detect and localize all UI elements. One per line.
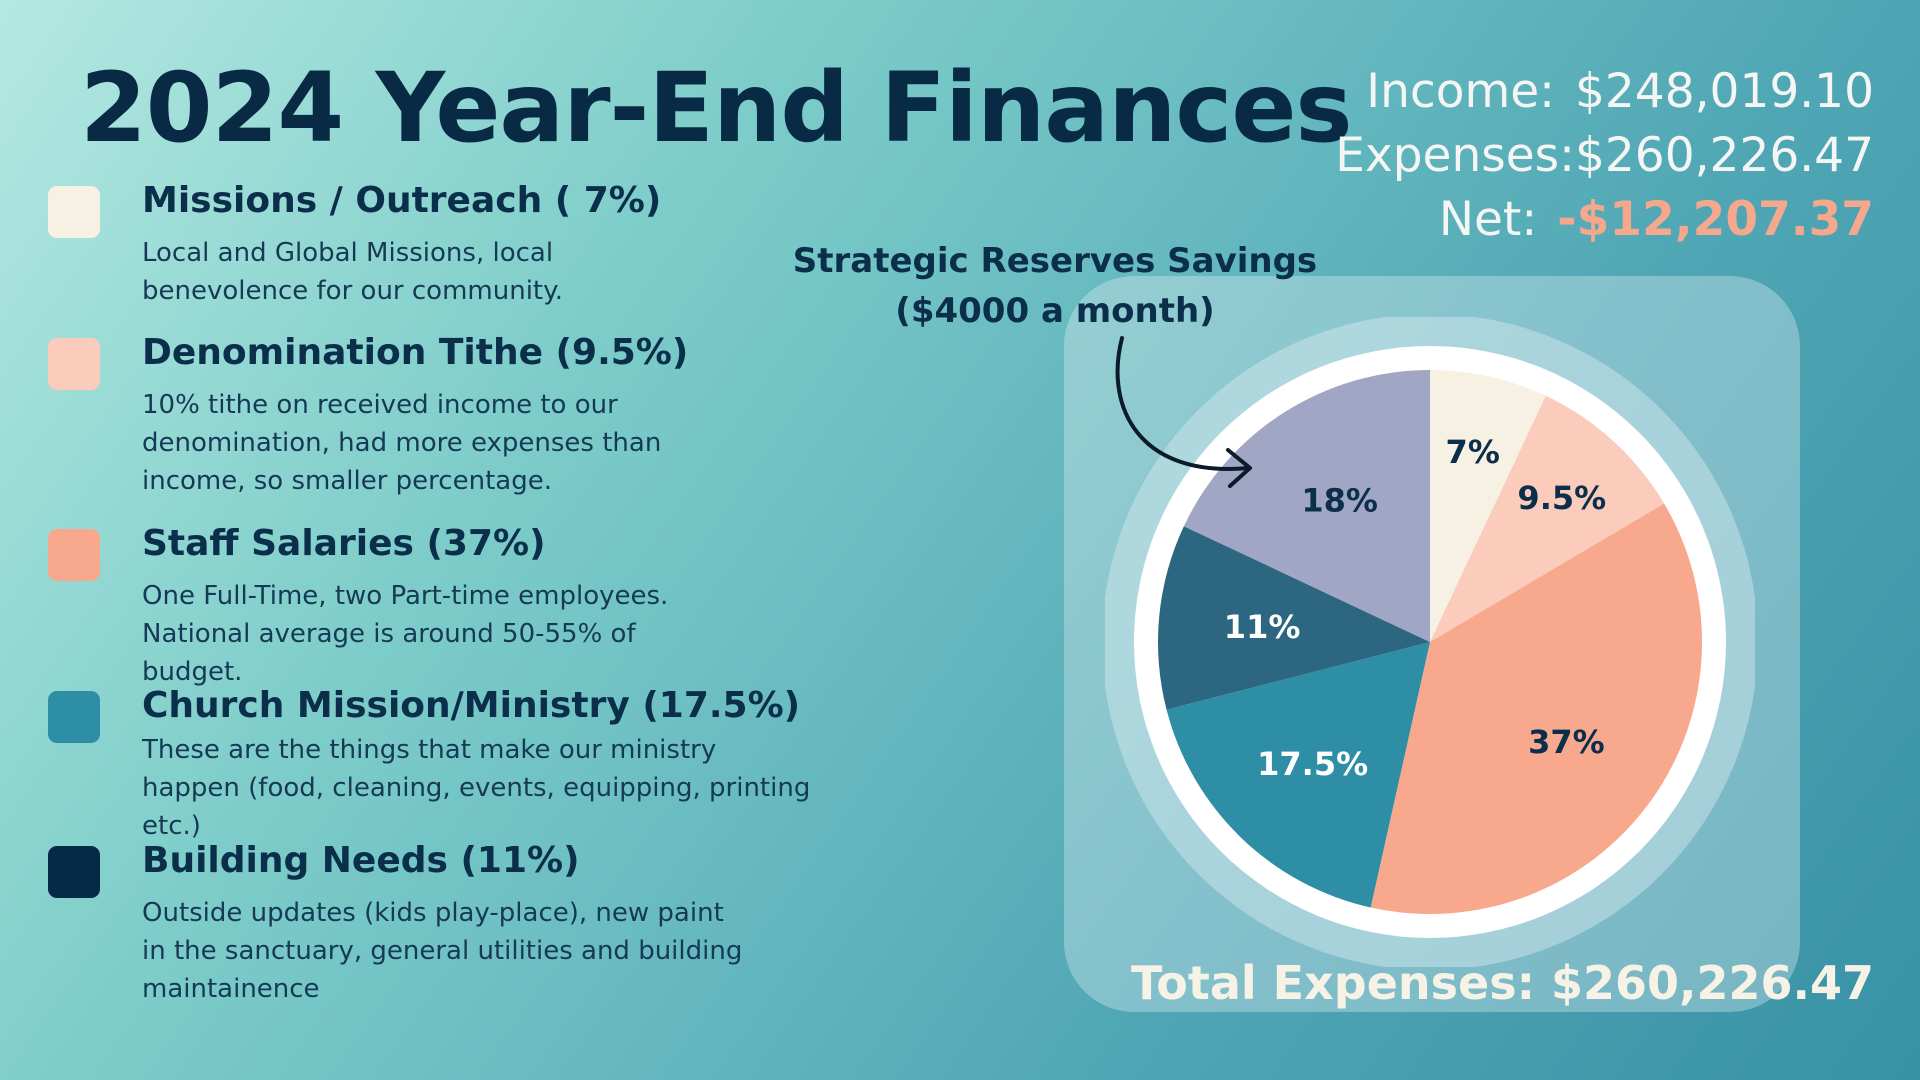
pie-slice: [1430, 395, 1665, 642]
pie-slice: [1370, 503, 1702, 914]
total-expenses: Total Expenses: $260,226.47: [1131, 956, 1875, 1010]
net-value: -$12,207.37: [1557, 192, 1874, 247]
net-label: Net:: [1438, 192, 1538, 247]
income-row: Income: $248,019.10: [1315, 60, 1874, 124]
reserves-annotation: Strategic Reserves Savings ($4000 a mont…: [790, 236, 1320, 336]
legend-swatch: [48, 529, 100, 581]
income-value: $248,019.10: [1574, 64, 1874, 119]
pie-slice-label: 17.5%: [1257, 745, 1368, 783]
legend-description: Outside updates (kids play-place), new p…: [142, 898, 743, 1004]
legend-description: 10% tithe on received income to our deno…: [142, 390, 662, 496]
annotation-line-1: Strategic Reserves Savings: [792, 241, 1318, 281]
curved-arrow-icon: [1115, 336, 1252, 488]
pie-slice-label: 18%: [1301, 482, 1378, 520]
pie-slice-label: 11%: [1224, 608, 1301, 646]
pie-slice-label: 9.5%: [1517, 479, 1606, 517]
pie-slice: [1183, 370, 1430, 642]
pie-labels: 7% 9.5% 37% 17.5% 11% 18%: [1224, 433, 1606, 783]
pie-slice: [1430, 370, 1546, 642]
legend-heading: Church Mission/Ministry (17.5%): [142, 685, 801, 726]
pie-slices: [1158, 370, 1702, 914]
expenses-pie-chart: 7% 9.5% 37% 17.5% 11% 18%: [1105, 317, 1755, 967]
finance-summary: Income: $248,019.10 Expenses:$260,226.47 …: [1315, 60, 1874, 252]
expenses-value: $260,226.47: [1574, 128, 1874, 183]
expenses-label: Expenses:: [1335, 128, 1575, 183]
legend-heading: Building Needs (11%): [142, 840, 580, 881]
legend-description: One Full-Time, two Part-time employees. …: [142, 581, 669, 687]
legend-heading: Denomination Tithe (9.5%): [142, 332, 689, 373]
legend-swatch: [48, 846, 100, 898]
pie-slice: [1166, 642, 1430, 908]
pie-slice-label: 37%: [1528, 723, 1605, 761]
legend-description: These are the things that make our minis…: [142, 735, 811, 841]
expenses-row: Expenses:$260,226.47: [1315, 124, 1874, 188]
income-label: Income:: [1366, 64, 1555, 119]
page-title: 2024 Year-End Finances: [80, 52, 1353, 164]
net-row: Net: -$12,207.37: [1315, 188, 1874, 252]
legend-swatch: [48, 691, 100, 743]
pie-slice-label: 7%: [1446, 433, 1500, 471]
legend-heading: Staff Salaries (37%): [142, 523, 546, 564]
legend-swatch: [48, 338, 100, 390]
annotation-line-2: ($4000 a month): [895, 291, 1215, 331]
pie-slice: [1158, 526, 1430, 710]
legend-heading: Missions / Outreach ( 7%): [142, 180, 662, 221]
legend-swatch: [48, 186, 100, 238]
legend-description: Local and Global Missions, local benevol…: [142, 238, 564, 306]
